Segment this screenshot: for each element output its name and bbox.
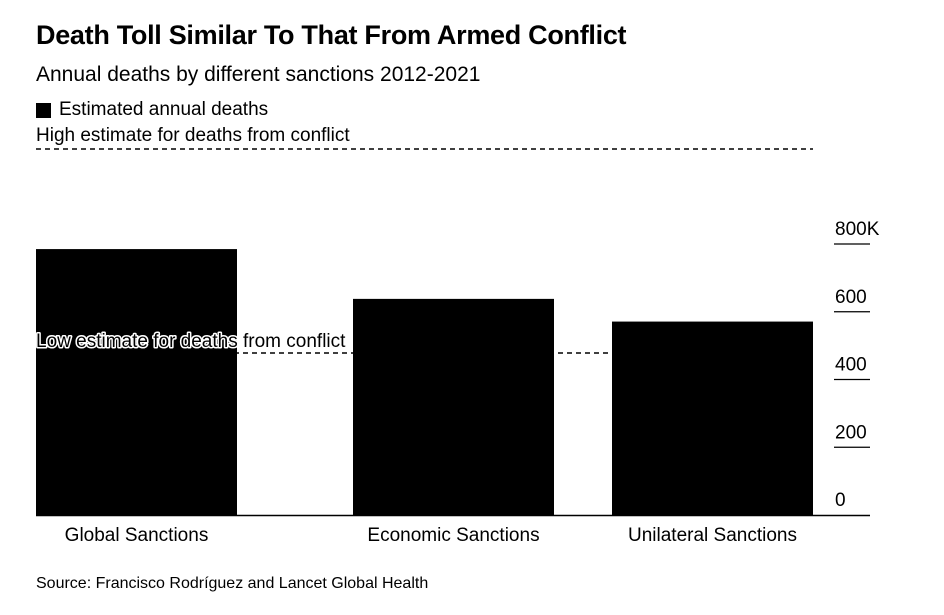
legend: Estimated annual deaths	[36, 99, 268, 121]
bar	[612, 321, 813, 515]
y-tick-label: 800K	[835, 219, 880, 240]
bar	[353, 298, 554, 515]
legend-label: Estimated annual deaths	[59, 99, 269, 120]
chart-title: Death Toll Similar To That From Armed Co…	[36, 20, 627, 50]
x-tick-label: Unilateral Sanctions	[628, 525, 797, 546]
high-estimate-label: High estimate for deaths from conflict	[36, 125, 350, 146]
x-tick-label: Global Sanctions	[65, 525, 209, 546]
low-estimate-label: Low estimate for deaths from conflict	[36, 331, 346, 352]
source-note: Source: Francisco Rodríguez and Lancet G…	[36, 575, 429, 592]
y-tick-label: 0	[835, 490, 846, 511]
legend-swatch	[36, 102, 51, 118]
x-tick-label: Economic Sanctions	[367, 525, 539, 546]
y-tick-label: 400	[835, 355, 867, 376]
y-tick-label: 600	[835, 287, 867, 308]
chart-subtitle: Annual deaths by different sanctions 201…	[36, 63, 481, 86]
bar	[36, 249, 237, 516]
y-tick-label: 200	[835, 422, 867, 443]
